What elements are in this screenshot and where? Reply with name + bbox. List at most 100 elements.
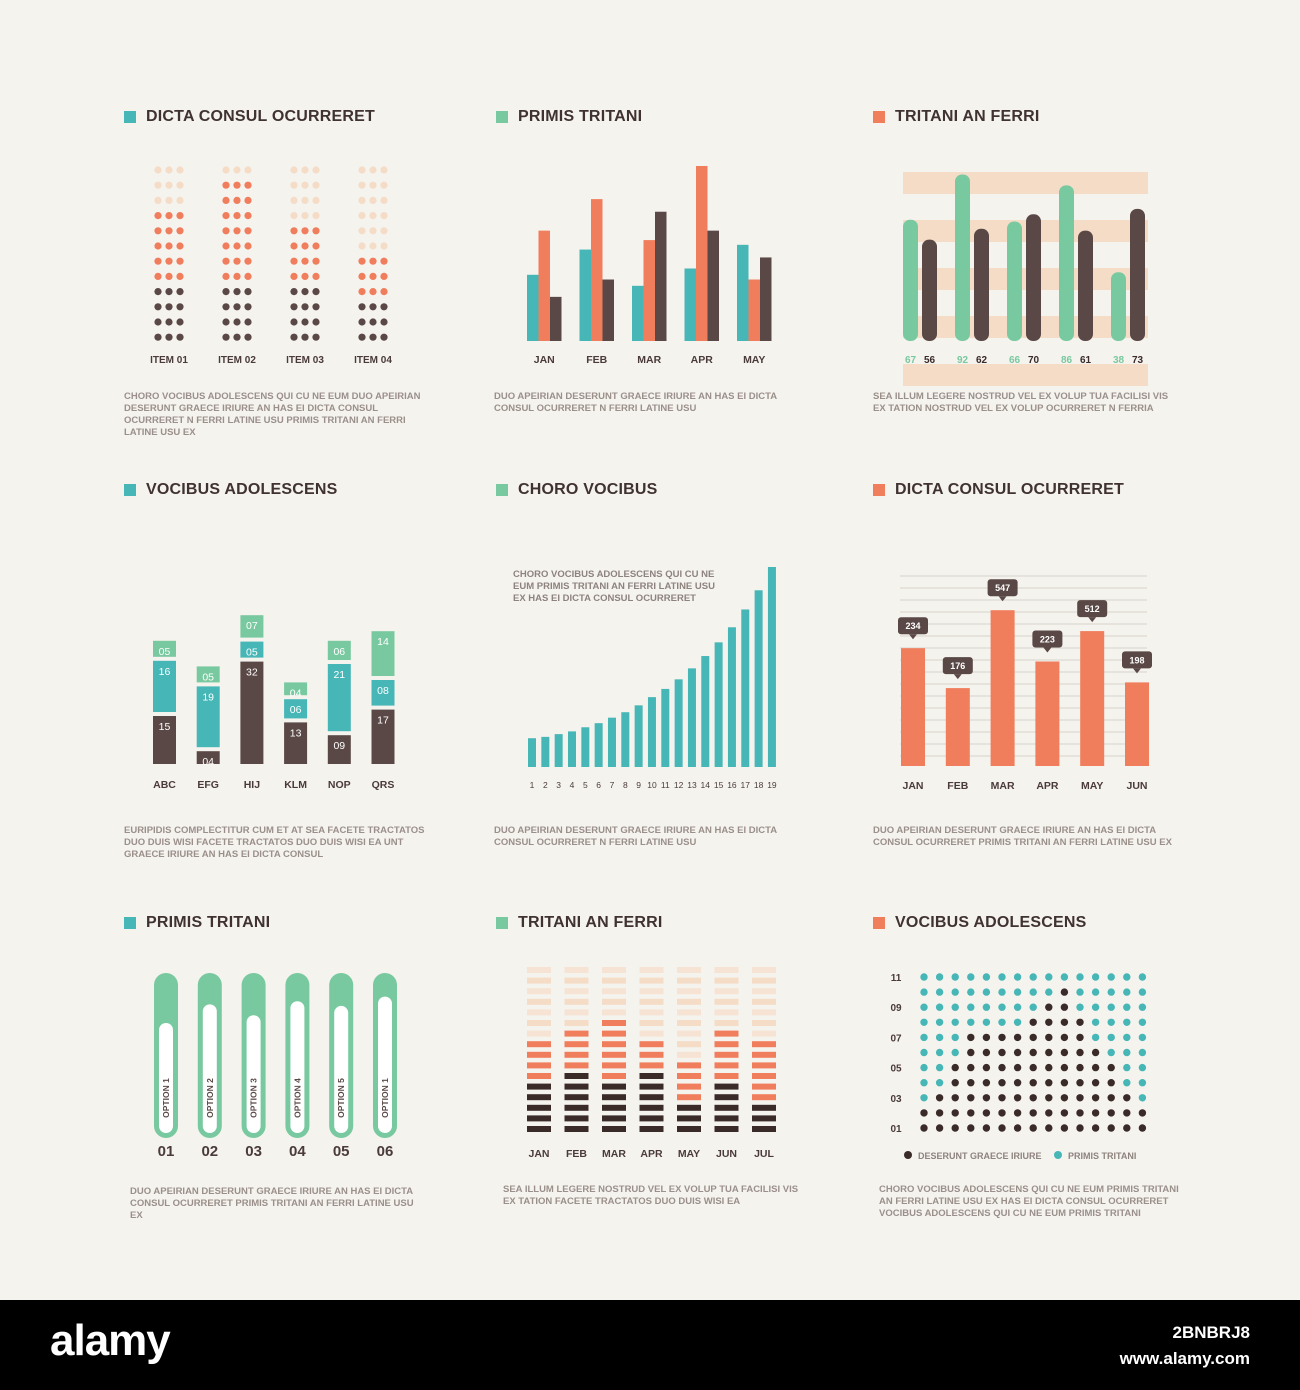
chart6-value-label: 198	[1129, 655, 1144, 665]
chart1-dot	[312, 303, 320, 311]
chart4-title-text: VOCIBUS ADOLESCENS	[146, 481, 338, 498]
chart9-dot	[1045, 1003, 1053, 1011]
chart9-dot	[1107, 1094, 1115, 1102]
chart1-dot	[154, 166, 162, 174]
chart8-segment	[639, 1083, 664, 1090]
chart8-segment	[714, 1051, 739, 1058]
chart3-background-band	[903, 172, 1148, 194]
chart6-value-label: 512	[1085, 604, 1100, 614]
chart8-segment	[602, 1115, 626, 1122]
chart8-segment	[564, 1115, 589, 1122]
chart4-bar-segment	[371, 631, 395, 676]
chart4-stacked-bar-chart: 15 16 05 ABC 04 19 05 EFG 32 05 07 HIJ 13 06 04 KLM 09 21…	[153, 615, 395, 791]
chart8-segment	[677, 1073, 701, 1079]
chart8-segment	[714, 1020, 739, 1026]
chart3-value-label: 66	[1009, 355, 1021, 366]
chart8-segment	[714, 1083, 739, 1090]
chart6-callout	[898, 617, 928, 635]
chart8-segment	[564, 988, 589, 995]
chart9-dot	[1138, 1124, 1147, 1132]
chart9-y-label: 09	[890, 1003, 902, 1014]
chart7-pill-fill	[159, 1022, 173, 1133]
chart2-category-label: MAR	[637, 354, 661, 366]
chart1-dot	[380, 303, 388, 311]
chart9-dot	[935, 1124, 944, 1132]
chart1-dot	[222, 303, 230, 311]
chart2-bar	[538, 230, 550, 341]
chart8-segment	[752, 1094, 776, 1101]
chart9-dot	[1091, 973, 1100, 981]
chart4-bar-segment	[153, 660, 176, 712]
chart3-value-label: 70	[1028, 355, 1040, 366]
chart9-dot	[1123, 1033, 1131, 1042]
chart4-segment-label: 04	[202, 756, 214, 768]
chart3-bar	[974, 228, 989, 341]
chart8-segment	[639, 977, 664, 984]
chart1-dot	[290, 227, 298, 235]
chart5-category-label: 17	[741, 780, 751, 790]
chart9-dot	[998, 973, 1006, 981]
chart9-dot	[1076, 1003, 1084, 1011]
chart2-bar	[591, 199, 603, 341]
chart4-segment-label: 13	[290, 727, 302, 739]
chart7-pill-fill	[246, 1015, 261, 1133]
chart9-dot	[1138, 1003, 1147, 1011]
chart9-dot	[935, 1033, 944, 1042]
chart3-bar	[955, 174, 970, 341]
chart1-dot	[244, 196, 252, 204]
chart8-segment	[564, 977, 589, 984]
chart8-segment	[677, 1083, 701, 1090]
chart8-segment	[527, 1094, 551, 1101]
chart1-dot	[222, 196, 230, 204]
chart8-segment	[527, 1104, 551, 1111]
chart9-dot	[1045, 1124, 1053, 1132]
chart8-segment	[714, 967, 739, 973]
chart4-category-label: NOP	[328, 779, 351, 791]
chart1-dot	[301, 333, 309, 341]
chart9-dot	[967, 1048, 975, 1057]
chart1-dot	[290, 333, 298, 341]
chart2-title-text: PRIMIS TRITANI	[518, 108, 643, 125]
chart9-dot	[998, 988, 1006, 996]
chart9-dot	[1013, 1033, 1022, 1042]
chart1-dot	[244, 272, 252, 280]
chart7-option-label: OPTION 2	[205, 1078, 215, 1118]
chart9-dot	[1107, 1048, 1115, 1057]
chart9-dot	[982, 1063, 991, 1072]
chart8-segment	[752, 998, 776, 1005]
chart3-bar	[1026, 214, 1041, 341]
chart9-dot	[951, 1033, 959, 1042]
chart1-dot	[176, 303, 184, 311]
chart8-segment	[602, 1020, 626, 1026]
footer-logo: alamy	[50, 1316, 171, 1365]
chart1-dot	[244, 288, 252, 296]
chart1-dot	[222, 272, 230, 280]
chart9-dot	[1123, 1109, 1131, 1117]
chart9-dot	[998, 1109, 1006, 1117]
chart1-dot	[312, 181, 320, 189]
chart9-dot	[1060, 1124, 1069, 1132]
chart8-segment	[564, 1083, 589, 1090]
chart9-legend-label: DESERUNT GRAECE IRIURE	[918, 1151, 1042, 1161]
chart5-category-label: 4	[570, 780, 575, 790]
chart9-dot	[967, 973, 975, 981]
chart7-title: PRIMIS TRITANI	[124, 914, 270, 932]
chart8-segment	[639, 1126, 664, 1132]
chart9-dot	[1076, 1094, 1084, 1102]
chart9-y-label: 01	[890, 1124, 902, 1135]
chart6-value-label: 176	[950, 661, 965, 671]
chart8-segment	[752, 1126, 776, 1132]
chart4-category-label: ABC	[153, 779, 176, 791]
chart5-bar	[541, 736, 550, 767]
chart9-dot	[998, 1003, 1006, 1011]
chart9-dot	[967, 1094, 975, 1102]
chart9-dot	[1060, 988, 1069, 996]
chart5-title-marker	[496, 484, 508, 496]
chart1-dot	[358, 257, 366, 265]
chart9-dot	[1029, 1109, 1037, 1117]
chart9-dot	[1091, 1018, 1100, 1026]
chart9-dot	[1107, 1109, 1115, 1117]
chart9-dot	[1060, 1033, 1069, 1042]
chart9-dot	[1029, 1094, 1037, 1102]
chart9-dot	[1107, 973, 1115, 981]
